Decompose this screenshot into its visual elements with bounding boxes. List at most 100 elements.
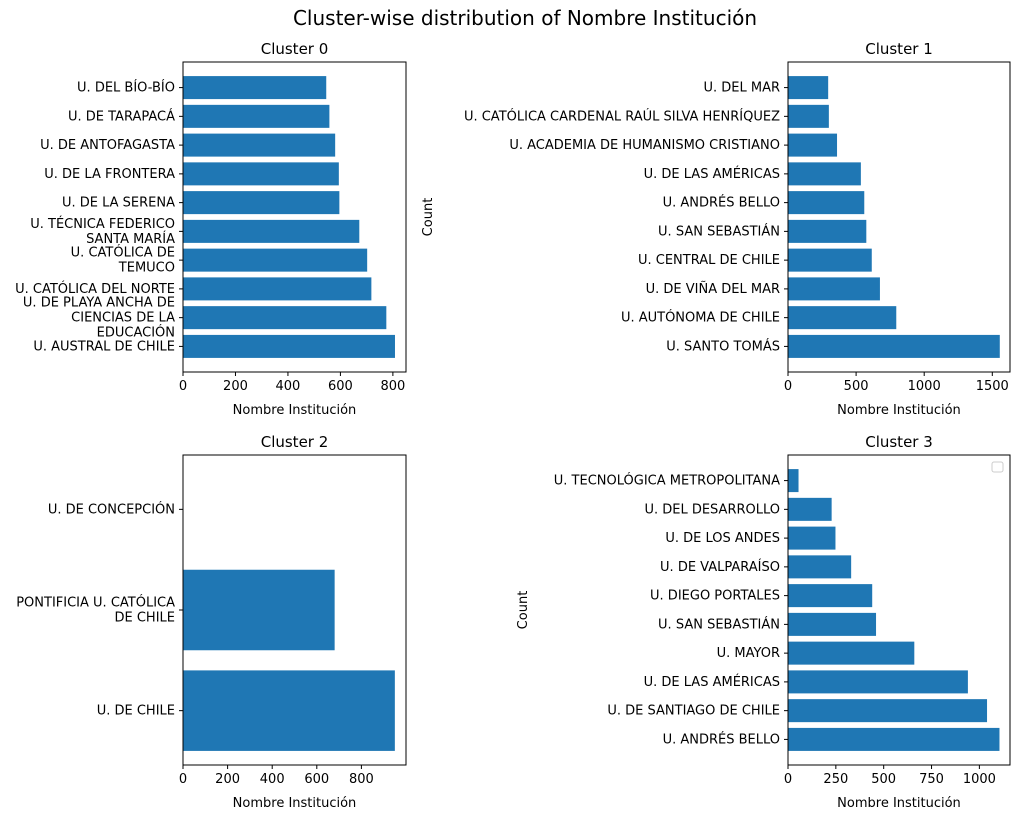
y-tick-label: U. DE PLAYA ANCHA DE CIENCIAS DE LA EDUCAC… [23, 295, 175, 340]
bar-cluster-1-6 [788, 162, 861, 186]
y-tick-label-line: U. CATÓLICA DE [71, 244, 175, 260]
x-tick-label: 200 [223, 379, 248, 394]
y-tick-label: U. ANDRÉS BELLO [663, 731, 780, 747]
figure-title: Cluster-wise distribution of Nombre Inst… [293, 6, 757, 30]
y-tick-label-line: U. MAYOR [717, 646, 780, 661]
y-tick-label: U. DIEGO PORTALES [650, 588, 780, 603]
y-tick-label: U. CATÓLICA CARDENAL RAÚL SILVA HENRÍQUE… [464, 108, 780, 124]
bar-cluster-3-9 [788, 469, 799, 493]
bar-cluster-1-7 [788, 133, 838, 157]
y-tick-label: U. SAN SEBASTIÁN [658, 616, 780, 632]
bar-cluster-0-0 [183, 334, 395, 358]
bar-cluster-0-5 [183, 191, 340, 215]
y-tick-label: U. DE VALPARAÍSO [660, 558, 780, 574]
bar-cluster-3-2 [788, 670, 968, 694]
y-tick-label-line: U. DE LOS ANDES [665, 531, 780, 546]
y-tick-label: U. SANTO TOMÁS [666, 338, 780, 354]
bar-cluster-3-3 [788, 641, 915, 665]
bar-cluster-1-8 [788, 104, 829, 128]
y-tick-label-line: U. DIEGO PORTALES [650, 588, 780, 603]
y-tick-label-line: U. SAN SEBASTIÁN [658, 616, 780, 632]
y-tick-label: U. DE TARAPACÁ [68, 108, 175, 124]
y-tick-label: U. DE LA FRONTERA [44, 166, 175, 181]
x-tick-label: 750 [919, 772, 944, 787]
panel-cluster-1: U. SANTO TOMÁS U. AUTÓNOMA DE CHILE U. DE … [421, 40, 1011, 418]
panel-cluster-2: U. DE CHILE PONTIFICIA U. CATÓLICA DE CHIL… [16, 433, 407, 811]
bar-cluster-1-2 [788, 277, 880, 301]
y-tick-label-line: U. CATÓLICA CARDENAL RAÚL SILVA HENRÍQUE… [464, 108, 780, 124]
bar-cluster-0-6 [183, 162, 339, 186]
bar-cluster-3-0 [788, 727, 1000, 751]
y-tick-label: U. DE ANTOFAGASTA [40, 138, 175, 153]
plot-frame [787, 454, 1011, 766]
y-tick-label: U. DE CHILE [97, 703, 175, 718]
y-tick-label: U. DE LA SERENA [62, 195, 175, 210]
x-axis-label: Nombre Institución [233, 403, 357, 418]
x-tick-label: 200 [215, 772, 240, 787]
x-tick-label: 400 [260, 772, 285, 787]
y-axis-label: Count [421, 198, 436, 237]
y-tick-label: U. TECNOLÓGICA METROPOLITANA [554, 472, 780, 488]
y-tick-label: U. CATÓLICA DE TEMUCO [71, 244, 175, 275]
y-tick-label-line: U. DEL MAR [703, 80, 780, 95]
y-tick-label-line: DE CHILE [115, 610, 176, 625]
bar-cluster-0-8 [183, 104, 330, 128]
bar-cluster-3-7 [788, 526, 836, 550]
y-tick-label-line: U. ANDRÉS BELLO [663, 731, 780, 747]
y-tick-label-line: U. DE CONCEPCIÓN [48, 501, 175, 517]
bar-cluster-1-9 [788, 76, 829, 100]
y-tick-label-line: U. DE LAS AMÉRICAS [644, 165, 780, 181]
x-tick-label: 1500 [976, 379, 1009, 394]
x-tick-label: 0 [784, 379, 792, 394]
y-tick-label-line: U. ANDRÉS BELLO [663, 194, 780, 210]
y-tick-label-line: U. DE LA FRONTERA [44, 166, 175, 181]
y-tick-label-line: U. DEL DESARROLLO [644, 502, 780, 517]
panel-title: Cluster 3 [865, 433, 933, 451]
y-tick-label-line: U. DE VALPARAÍSO [660, 558, 780, 574]
x-axis-label: Nombre Institución [837, 796, 961, 811]
y-tick-label: U. DE LAS AMÉRICAS [644, 673, 780, 689]
x-axis-label: Nombre Institución [837, 403, 961, 418]
legend-box [991, 461, 1004, 473]
y-tick-label-line: U. SAN SEBASTIÁN [658, 223, 780, 239]
plot-frame [182, 61, 407, 373]
y-tick-label-line: U. CENTRAL DE CHILE [638, 253, 780, 268]
panel-title: Cluster 1 [865, 40, 933, 58]
x-tick-label: 1000 [908, 379, 941, 394]
y-tick-label: U. DE LOS ANDES [665, 531, 780, 546]
y-tick-label: U. AUSTRAL DE CHILE [33, 339, 175, 354]
y-tick-label: U. MAYOR [717, 646, 780, 661]
x-tick-label: 500 [871, 772, 896, 787]
bar-cluster-1-1 [788, 306, 897, 330]
x-tick-label: 1000 [963, 772, 996, 787]
y-tick-label: U. ANDRÉS BELLO [663, 194, 780, 210]
y-tick-label: PONTIFICIA U. CATÓLICA DE CHILE [16, 594, 175, 625]
y-tick-label-line: U. DE TARAPACÁ [68, 108, 175, 124]
bar-cluster-0-7 [183, 133, 336, 157]
y-tick-label: U. DEL BÍO-BÍO [77, 79, 175, 95]
bar-cluster-3-4 [788, 612, 877, 636]
bar-cluster-1-3 [788, 248, 872, 272]
bar-cluster-3-5 [788, 584, 873, 608]
y-tick-label-line: U. DE PLAYA ANCHA DE [23, 295, 175, 310]
bar-cluster-1-0 [788, 334, 1000, 358]
x-tick-label: 800 [349, 772, 374, 787]
bar-cluster-3-1 [788, 699, 988, 723]
panel-title: Cluster 2 [261, 433, 329, 451]
x-tick-label: 0 [784, 772, 792, 787]
y-tick-label-line: CIENCIAS DE LA [71, 310, 175, 325]
bar-cluster-2-1 [183, 569, 335, 651]
y-tick-label: U. CENTRAL DE CHILE [638, 253, 780, 268]
y-tick-label: U. ACADEMIA DE HUMANISMO CRISTIANO [509, 138, 780, 153]
y-tick-label-line: U. ACADEMIA DE HUMANISMO CRISTIANO [509, 138, 780, 153]
y-tick-label-line: U. DE SANTIAGO DE CHILE [607, 703, 780, 718]
bar-cluster-1-4 [788, 219, 867, 243]
x-tick-label: 0 [179, 772, 187, 787]
plot-frame [787, 61, 1011, 373]
y-tick-label: U. DEL MAR [703, 80, 780, 95]
y-tick-label-line: U. CATÓLICA DEL NORTE [15, 280, 175, 296]
y-axis-label: Count [516, 591, 531, 630]
x-axis-label: Nombre Institución [233, 796, 357, 811]
